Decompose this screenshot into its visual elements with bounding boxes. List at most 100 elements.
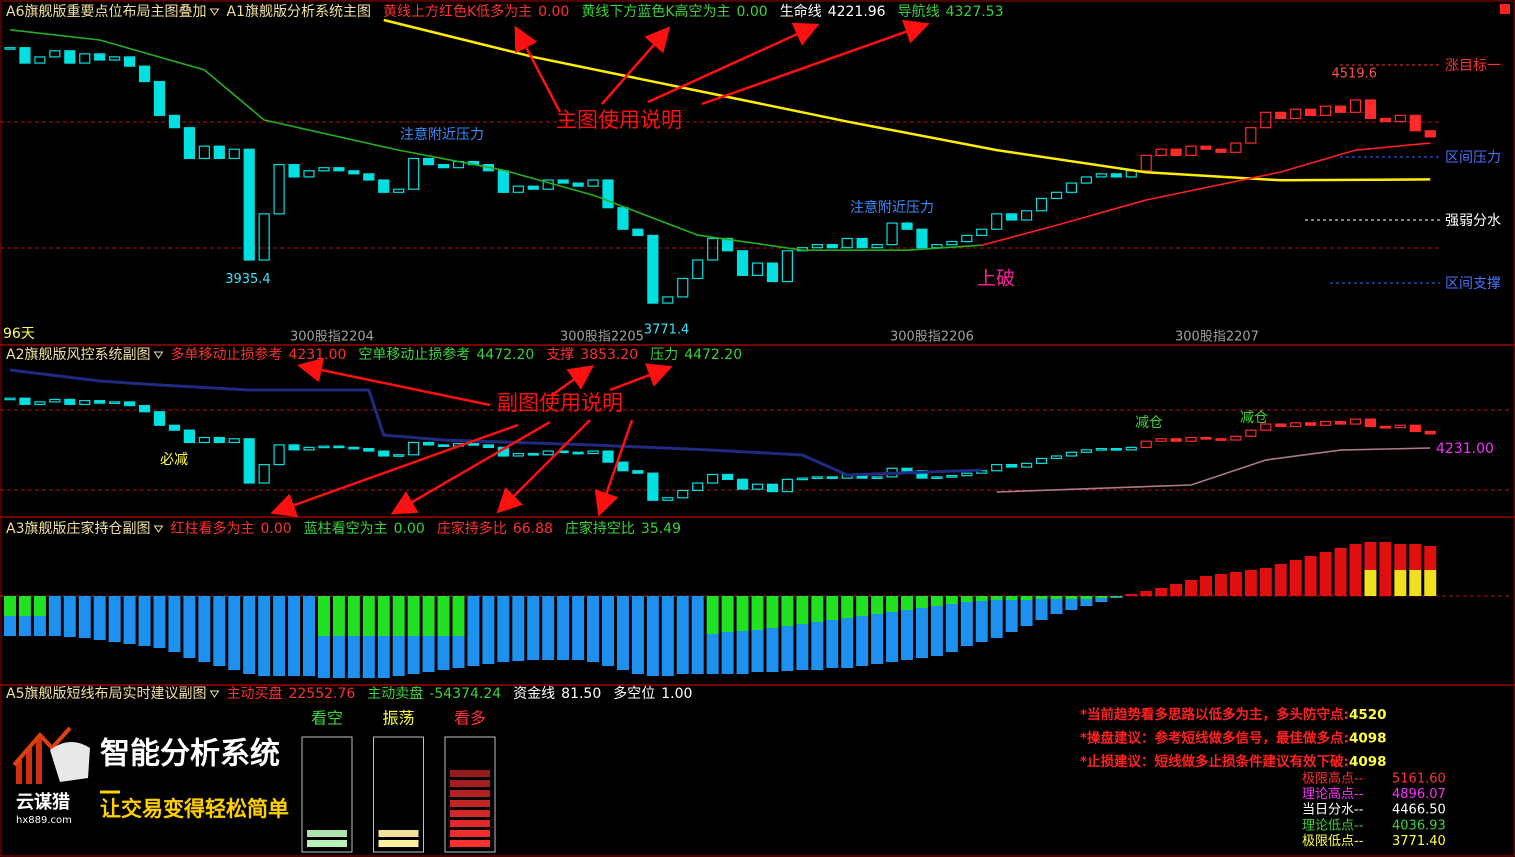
candle xyxy=(1215,438,1227,441)
bar-segment xyxy=(1394,544,1407,570)
bar-segment xyxy=(1110,597,1123,598)
candle xyxy=(692,482,704,492)
bar-segment xyxy=(1200,576,1212,596)
candle xyxy=(856,237,868,249)
candle xyxy=(34,401,46,405)
candle xyxy=(363,448,375,452)
candle xyxy=(1155,148,1167,156)
candle xyxy=(19,397,31,405)
bar-segment xyxy=(796,624,809,670)
bar-segment xyxy=(766,596,779,628)
candle xyxy=(692,259,704,280)
bar-segment xyxy=(975,601,988,642)
gauge-bar xyxy=(307,840,347,847)
candle xyxy=(617,461,629,472)
item-value: 3853.20 xyxy=(580,347,638,363)
candle xyxy=(512,185,524,193)
advice-value: 4520 xyxy=(1349,707,1387,723)
candle xyxy=(1230,435,1242,441)
candle xyxy=(153,80,166,116)
candle xyxy=(273,164,285,215)
candle xyxy=(333,445,345,449)
bar-segment xyxy=(1050,596,1063,599)
bar-segment xyxy=(781,596,794,626)
annotation: 注意附近压力 xyxy=(850,199,934,216)
candle xyxy=(751,483,764,490)
bar-segment xyxy=(18,616,31,636)
candle xyxy=(198,145,210,160)
bar-segment xyxy=(1080,599,1093,606)
arrow xyxy=(551,365,595,397)
bar-segment xyxy=(392,596,405,636)
bar-segment xyxy=(691,596,704,674)
bar-segment xyxy=(437,596,450,636)
bar-segment xyxy=(347,636,360,678)
bar-segment xyxy=(153,596,166,648)
bar-segment xyxy=(587,596,600,662)
bar-segment xyxy=(1424,570,1437,596)
bar-segment xyxy=(661,596,674,676)
candle xyxy=(318,167,330,172)
bar-segment xyxy=(1304,556,1317,596)
item-label: 多空位 xyxy=(613,685,655,702)
candle xyxy=(662,296,674,304)
gauge-bar xyxy=(450,840,490,847)
bar-segment xyxy=(766,628,779,672)
candle xyxy=(1334,105,1347,113)
annotation: 副图使用说明 xyxy=(497,391,623,415)
item-value: 0.00 xyxy=(260,521,291,537)
candle xyxy=(766,262,779,283)
arrow xyxy=(514,25,562,113)
item-label: 多单移动止损参考 xyxy=(170,346,282,363)
bar-segment xyxy=(1050,599,1063,614)
candle xyxy=(1170,438,1182,442)
bar-segment xyxy=(392,636,405,676)
item-value: 35.49 xyxy=(641,521,681,537)
bar-segment xyxy=(347,596,360,636)
gauge-bar xyxy=(378,840,419,847)
x-label: 300股指2204 xyxy=(290,330,374,345)
candle xyxy=(49,398,61,403)
bar-segment xyxy=(422,596,435,636)
dropdown xyxy=(209,8,220,16)
candle xyxy=(707,237,719,261)
bar-segment xyxy=(751,630,764,672)
bar-segment xyxy=(706,596,719,634)
candle xyxy=(1110,448,1122,451)
candle xyxy=(707,473,719,484)
bar-segment xyxy=(676,596,689,674)
bar-segment xyxy=(377,596,390,636)
bar-segment xyxy=(960,596,973,602)
candle xyxy=(333,167,345,172)
candle xyxy=(183,429,195,444)
candle xyxy=(482,444,494,448)
candle xyxy=(467,443,480,446)
bar-segment xyxy=(542,596,555,660)
candle xyxy=(138,404,151,413)
candle xyxy=(1319,105,1332,116)
bar-segment xyxy=(482,596,495,664)
bar-segment xyxy=(1095,596,1108,598)
gauge-bar xyxy=(450,800,490,807)
bar-segment xyxy=(871,614,884,664)
bar-segment xyxy=(303,596,315,676)
candle xyxy=(1379,117,1392,123)
candle xyxy=(79,400,91,405)
item-value: 0.00 xyxy=(737,4,768,20)
candle xyxy=(1185,436,1197,442)
candle xyxy=(497,170,509,193)
item-value: 4472.20 xyxy=(476,347,534,363)
candle xyxy=(662,497,674,501)
annotation: 减仓 xyxy=(1135,415,1163,431)
candle xyxy=(602,179,614,209)
close-button[interactable] xyxy=(1500,4,1510,14)
panel-title: A5旗舰版短线布局实时建议副图 xyxy=(6,686,206,702)
candle xyxy=(318,445,330,449)
bar-segment xyxy=(1005,600,1018,632)
bar-segment xyxy=(452,636,465,668)
candle xyxy=(153,411,166,426)
level-name: 极限高点-- xyxy=(1302,771,1364,787)
candle xyxy=(781,478,794,493)
bar-segment xyxy=(377,636,390,678)
